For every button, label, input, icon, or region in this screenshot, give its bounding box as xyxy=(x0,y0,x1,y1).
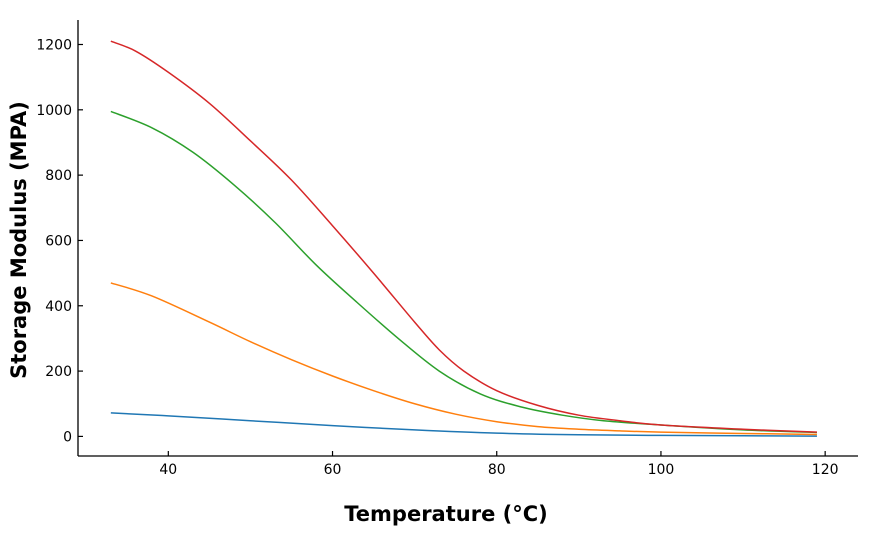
series-line-2 xyxy=(110,282,817,436)
y-axis-title: Storage Modulus (MPA) xyxy=(7,101,31,379)
plot-lines xyxy=(110,40,817,437)
y-tick-label: 200 xyxy=(45,364,72,380)
x-tick-label: 80 xyxy=(488,462,506,478)
axes xyxy=(77,20,858,457)
series-line-4 xyxy=(110,40,817,433)
y-tick-label: 800 xyxy=(45,168,72,184)
x-tick-label: 120 xyxy=(812,462,839,478)
x-tick-label: 100 xyxy=(648,462,675,478)
x-tick-label: 40 xyxy=(159,462,177,478)
y-tick-label: 400 xyxy=(45,299,72,315)
y-tick-label: 0 xyxy=(63,429,72,445)
series-line-1 xyxy=(110,412,817,437)
y-tick-label: 600 xyxy=(45,233,72,249)
y-tick-label: 1000 xyxy=(36,103,72,119)
y-tick-label: 1200 xyxy=(36,37,72,53)
x-tick-label: 60 xyxy=(324,462,342,478)
x-axis-title: Temperature (°C) xyxy=(344,502,547,526)
series-line-3 xyxy=(110,110,817,434)
